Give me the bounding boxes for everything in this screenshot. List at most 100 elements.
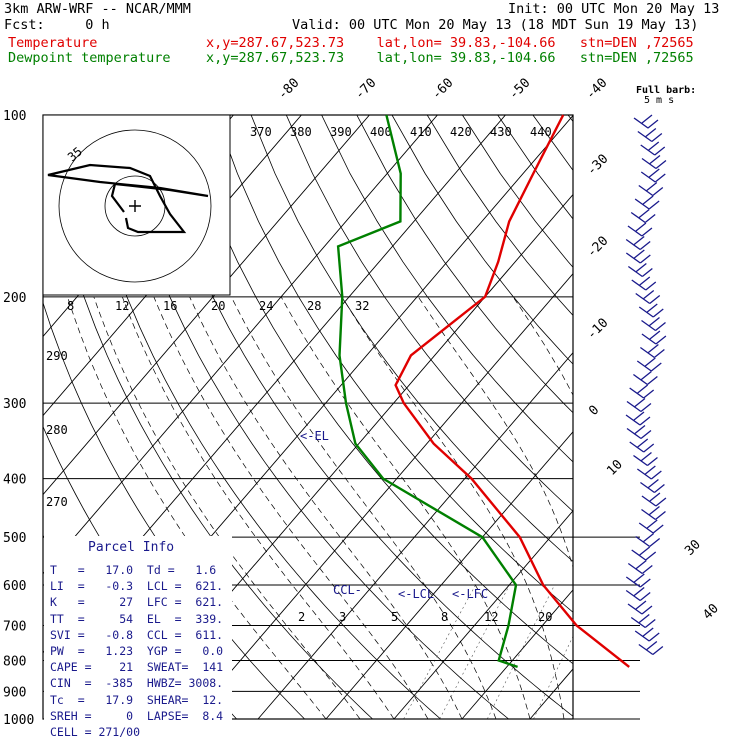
wind-barb (641, 505, 666, 521)
pressure-tick-label: 500 (3, 531, 26, 546)
wind-barb (638, 303, 664, 318)
mixing-ratio-line (487, 584, 555, 720)
mixing-ratio-label: 8 (441, 610, 448, 624)
mixing-ratio-label: 2 (298, 610, 305, 624)
dry-adiabat (603, 115, 740, 719)
dewpoint-profile (336, 114, 518, 669)
temperature-profile (394, 114, 630, 668)
pressure-tick-label: 200 (3, 291, 26, 306)
hodo-speed-label: 16 (163, 299, 177, 313)
wind-barb (631, 546, 657, 561)
theta-label: 370 (250, 125, 272, 139)
isotherm (257, 352, 573, 720)
wind-barb (633, 114, 659, 129)
mixing-ratio-line (575, 585, 637, 719)
wind-barb (626, 424, 652, 440)
mixing-ratio-label: 5 (391, 610, 398, 624)
wind-barb (629, 438, 655, 453)
theta-label: 270 (46, 495, 68, 509)
theta-label: 420 (450, 125, 472, 139)
theta-label: 430 (490, 125, 512, 139)
wind-barb (630, 613, 656, 629)
temperature-location: x,y=287.67,523.73 lat,lon= 39.83,-104.66… (206, 35, 694, 51)
wind-barb (633, 451, 658, 467)
mixing-ratio-label: 20 (538, 610, 552, 624)
parcel-row: CELL = 271/00 (50, 725, 141, 740)
pressure-tick-label: 100 (3, 109, 26, 124)
wind-barb (626, 397, 652, 413)
moist-adiabat (341, 296, 565, 720)
isotherm (43, 115, 370, 496)
wind-barb (634, 195, 660, 210)
wind-barb (634, 627, 660, 642)
moist-adiabat (417, 296, 573, 569)
dry-adiabat (391, 115, 573, 365)
theta-label: 440 (530, 125, 552, 139)
isotherm-label: -50 (506, 76, 533, 103)
isotherm (461, 589, 573, 720)
wind-barb (636, 357, 662, 372)
valid-time: Valid: 00 UTC Mon 20 May 13 (18 MDT Sun … (292, 17, 699, 33)
mixing-ratio-line (533, 635, 573, 720)
temperature-legend: Temperature (8, 35, 98, 51)
wind-barb (641, 492, 667, 507)
theta-label: 400 (370, 125, 392, 139)
parcel-row: TT = 54 EL = 339. (50, 611, 224, 626)
dry-adiabat (109, 115, 509, 720)
parcel-row: CIN = -385 HWBZ= 3008. (50, 676, 224, 691)
isotherm-label: 10 (604, 457, 626, 479)
moist-adiabat (700, 297, 727, 719)
wind-barb (625, 586, 651, 602)
wind-barb (625, 249, 651, 264)
el-label: <-EL (300, 429, 329, 443)
wind-barb (636, 465, 662, 480)
dry-adiabat (674, 115, 740, 719)
isotherm (529, 668, 573, 720)
wind-barb (637, 127, 663, 143)
pressure-tick-label: 600 (3, 579, 26, 594)
wind-barb (638, 640, 664, 656)
isotherm-label: -40 (583, 76, 610, 103)
wind-barb (638, 181, 664, 197)
dry-adiabat (180, 115, 573, 665)
plot-frame (42, 114, 574, 720)
wind-barb (629, 384, 655, 399)
mixing-ratio-line (403, 584, 476, 720)
hodo-speed-label: 20 (211, 299, 225, 313)
isotherm (189, 272, 573, 720)
wind-barb (633, 370, 658, 386)
pressure-tick-label: 1000 (3, 713, 34, 728)
isotherm-label: -70 (352, 76, 379, 103)
hodo-speed-label: 28 (307, 299, 321, 313)
forecast-hour: Fcst: 0 h (4, 17, 110, 33)
hodo-speed-label: 12 (115, 299, 129, 313)
wind-barb (640, 343, 665, 359)
pressure-tick-label: 300 (3, 397, 26, 412)
isotherm-label: -10 (584, 316, 611, 343)
mixing-ratio-label: 12 (484, 610, 498, 624)
model-title: 3km ARW-WRF -- NCAR/MMM (4, 1, 191, 17)
parcel-row: K = 27 LFC = 621. (50, 595, 224, 610)
moist-adiabat (280, 296, 531, 720)
wind-barb (640, 168, 666, 183)
wind-barb (641, 330, 667, 345)
dry-adiabat (356, 115, 573, 414)
parcel-row: T = 17.0 Td = 1.6 (50, 563, 217, 577)
parcel-info-box: Parcel Info T = 17.0 Td = 1.6 LI = -0.3 L… (44, 536, 232, 739)
parcel-row: Tc = 17.9 SHEAR= 12. (50, 692, 224, 707)
mixing-ratio-line (630, 585, 689, 719)
isotherm-label: -30 (584, 152, 611, 179)
moist-adiabat (121, 296, 395, 720)
wind-barb (627, 262, 653, 278)
theta-label: 380 (290, 125, 312, 139)
wind-barb (640, 141, 666, 156)
wind-barb (640, 478, 665, 494)
dry-adiabat (74, 115, 441, 720)
barb-unit: 5 m s (644, 95, 675, 106)
parcel-row: CAPE = 21 SWEAT= 141 (50, 660, 224, 675)
dry-adiabat (250, 115, 573, 563)
dewpoint-location: x,y=287.67,523.73 lat,lon= 39.83,-104.66… (206, 50, 694, 66)
isotherm-label: -80 (275, 76, 302, 103)
